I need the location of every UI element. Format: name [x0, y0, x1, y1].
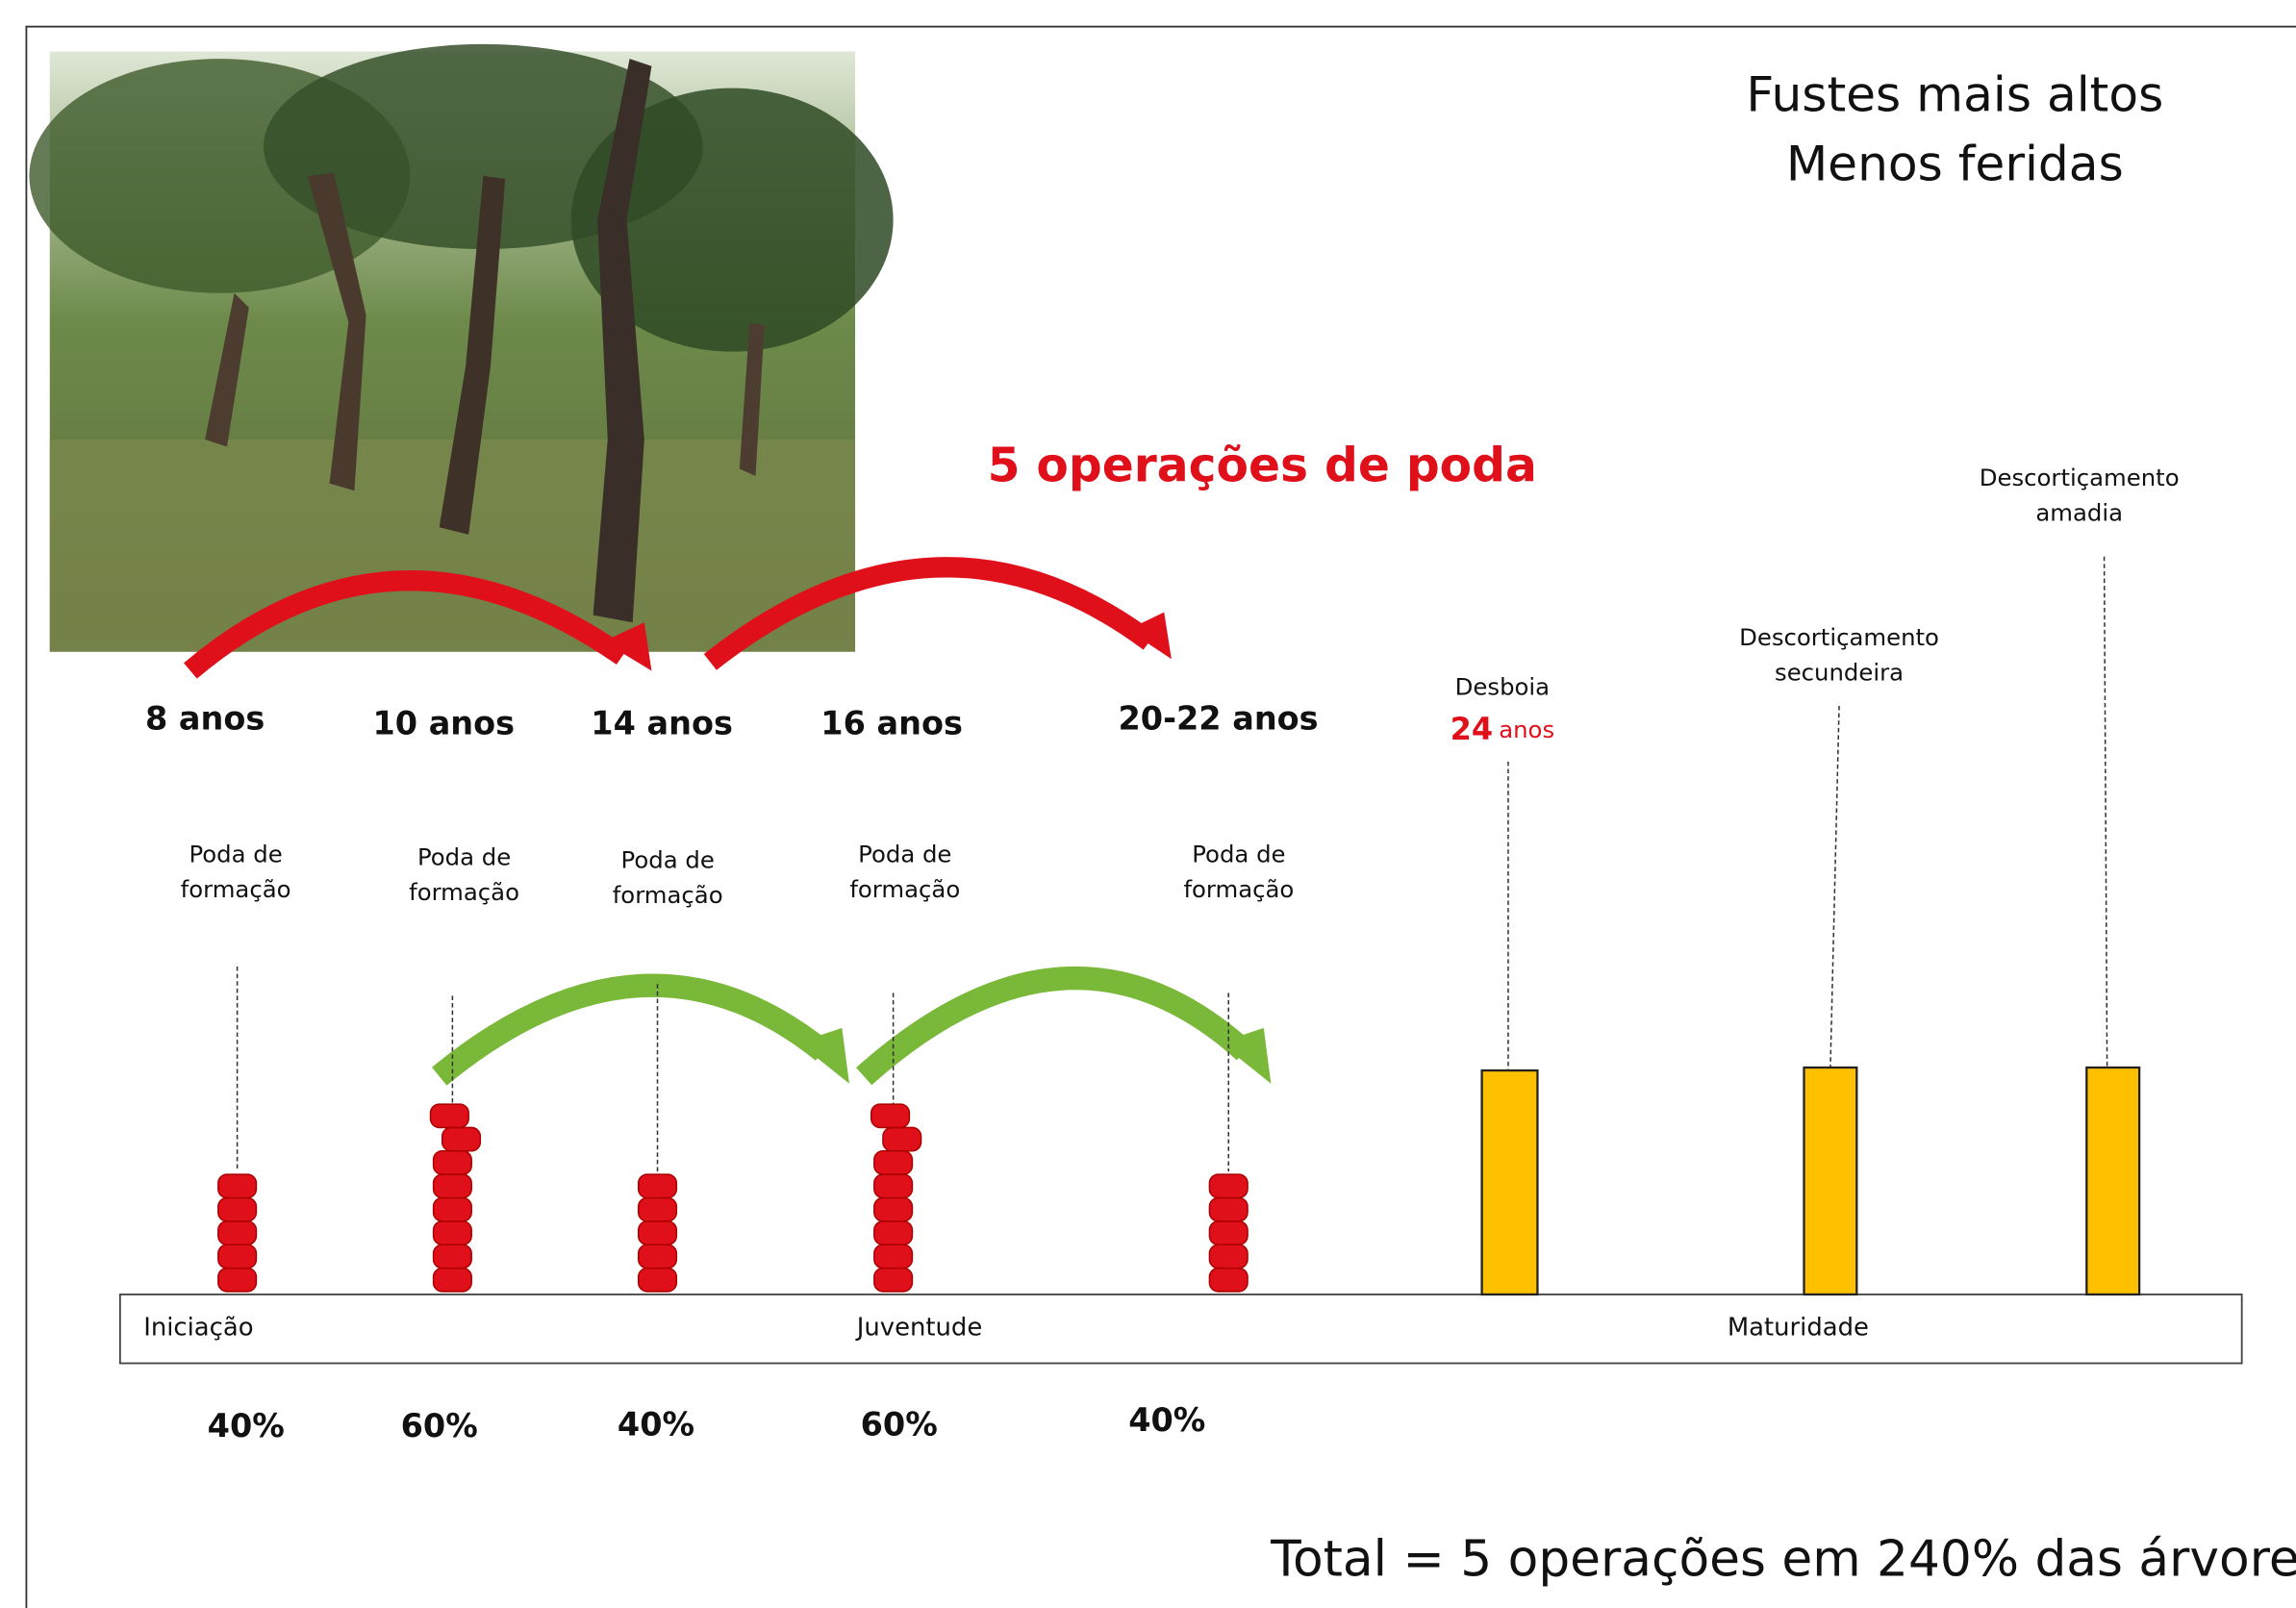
- red-disc: [1209, 1221, 1248, 1244]
- red-disc: [874, 1174, 913, 1197]
- share-label: 40%: [208, 1407, 285, 1445]
- age-label: 14 anos: [591, 704, 733, 741]
- share-label: 40%: [618, 1405, 694, 1443]
- red-disc: [218, 1244, 257, 1268]
- phase-label: Maturidade: [1728, 1313, 1869, 1342]
- red-disc: [874, 1198, 913, 1221]
- red-disc: [874, 1244, 913, 1268]
- operation-label: formação: [1183, 875, 1294, 903]
- red-disc: [874, 1221, 913, 1244]
- red-disc: [639, 1269, 677, 1292]
- slide: Fustes mais altos Menos feridas 5 operaç…: [0, 0, 2296, 1608]
- event-label: Descortiçamento: [1980, 464, 2180, 491]
- age-label: 20-22 anos: [1119, 700, 1319, 738]
- event-label: Desboia: [1455, 673, 1550, 701]
- operation-label: Poda de: [1192, 840, 1285, 867]
- red-disc: [874, 1151, 913, 1174]
- red-disc: [639, 1221, 677, 1244]
- dashed-line: [1830, 706, 1839, 1068]
- age-unit: anos: [1499, 716, 1554, 743]
- operation-label: Poda de: [189, 840, 282, 867]
- operation-label: formação: [409, 878, 519, 906]
- red-disc: [434, 1198, 472, 1221]
- operation-label: formação: [849, 875, 960, 903]
- red-disc: [1209, 1174, 1248, 1197]
- red-disc: [1209, 1198, 1248, 1221]
- share-label: 60%: [401, 1407, 478, 1445]
- red-disc: [871, 1104, 910, 1127]
- event-label: amadia: [2035, 499, 2123, 527]
- red-disc: [431, 1104, 469, 1127]
- red-disc: [218, 1221, 257, 1244]
- operation-label: formação: [181, 875, 291, 903]
- event-label: Descortiçamento: [1739, 623, 1939, 651]
- red-disc: [434, 1269, 472, 1292]
- red-disc: [1209, 1269, 1248, 1292]
- red-disc: [639, 1174, 677, 1197]
- age-label: 16 anos: [820, 704, 963, 741]
- event-label: secundeira: [1775, 659, 1904, 687]
- red-disc: [442, 1127, 481, 1150]
- red-disc: [434, 1174, 472, 1197]
- red-disc: [883, 1127, 921, 1150]
- red-disc: [434, 1221, 472, 1244]
- operation-label: Poda de: [417, 842, 511, 870]
- photo: [29, 44, 893, 652]
- note-line: Menos feridas: [1786, 135, 2124, 191]
- share-label: 60%: [861, 1405, 938, 1443]
- phase-label: Iniciação: [143, 1313, 253, 1342]
- red-disc: [434, 1151, 472, 1174]
- red-disc: [434, 1244, 472, 1268]
- yellow-bar: [1804, 1068, 1857, 1294]
- phase-bar: [120, 1294, 2242, 1364]
- phase-label: Juventude: [855, 1313, 982, 1342]
- note-line: Fustes mais altos: [1746, 66, 2163, 123]
- total: Total = 5 operações em 240% das árvores: [1270, 1531, 2296, 1589]
- yellow-bar: [2086, 1068, 2139, 1294]
- red-disc: [639, 1198, 677, 1221]
- page: Fustes mais altos Menos feridas 5 operaç…: [0, 0, 2296, 1608]
- operation-label: Poda de: [621, 845, 715, 873]
- red-disc: [218, 1269, 257, 1292]
- age-label: 8 anos: [145, 700, 265, 738]
- share-label: 40%: [1128, 1401, 1205, 1439]
- red-disc: [1209, 1244, 1248, 1268]
- red-disc: [218, 1174, 257, 1197]
- operation-label: Poda de: [858, 840, 951, 867]
- dashed-line: [2105, 557, 2107, 1068]
- age-label: 10 anos: [372, 704, 515, 741]
- red-disc: [639, 1244, 677, 1268]
- operation-label: formação: [613, 881, 723, 909]
- yellow-bar: [1482, 1070, 1538, 1294]
- red-disc: [874, 1269, 913, 1292]
- heading: 5 operações de poda: [988, 439, 1537, 492]
- age-number: 24: [1451, 711, 1493, 747]
- red-disc: [218, 1198, 257, 1221]
